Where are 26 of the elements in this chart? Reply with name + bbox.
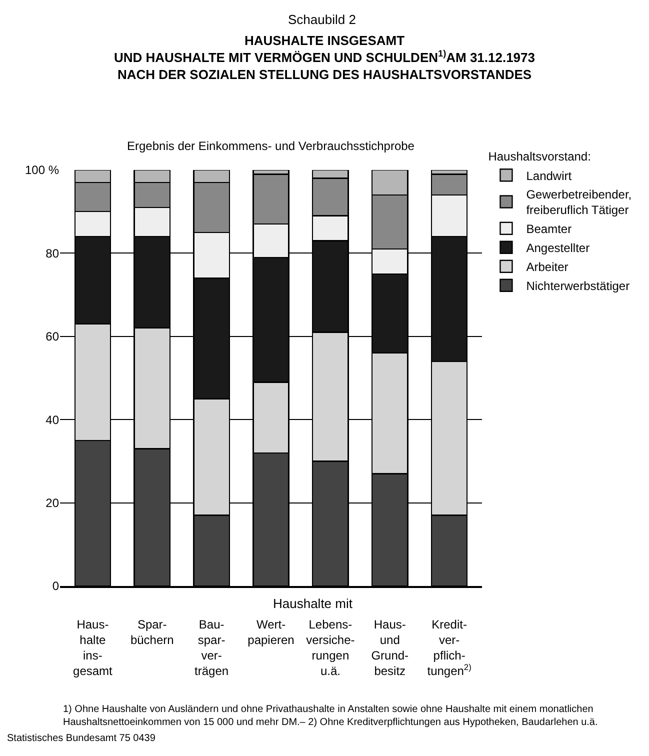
text: Haushalte mit [273, 596, 353, 611]
legend-label: Nichterwerbstätiger [526, 279, 630, 294]
legend-label: Arbeiter [526, 260, 568, 274]
y-tick-label: 80 [46, 246, 60, 260]
legend-title: Haushaltsvorstand: [488, 150, 591, 164]
x-tick-label: Bau- spar- ver- trägen [194, 617, 229, 678]
text: Statistisches Bundesamt 75 0439 [7, 733, 156, 744]
chart-subtitle: Ergebnis der Einkommens- und Verbrauchsstichprobe [127, 139, 415, 153]
x-tick-label: Spar- büchern [130, 617, 174, 647]
text: Schaubild 2 [288, 12, 356, 27]
y-tick-label: 40 [46, 412, 60, 427]
x-tick-label: Wert- papieren [248, 617, 294, 647]
y-tick-label: 100 % [24, 163, 60, 178]
x-tick-label: Haus- und Grund- besitz [371, 617, 409, 678]
legend-label: Angestellter [526, 241, 590, 256]
x-tick-label: Lebens- versiche- rungen u.ä. [306, 617, 355, 678]
y-tick-label: 0 [52, 579, 60, 594]
text: 1) Ohne Haushalte von Ausländern und ohne Privathaushalte in Anstalten sowie ohne Haushalte mit einem monatlichen Haushaltsnettoeinkommen von 15 000 und mehr DM.– 2) Ohne Kreditverpflichtungen aus Hypotheken, Baudarlehen u.ä. [63, 704, 598, 728]
y-tick-label: 20 [46, 496, 60, 510]
legend-label: Landwirt [526, 168, 572, 183]
x-tick-label: Kredit- ver- pflich- tungen$^{2)}$ [427, 617, 472, 678]
legend-label: Beamter [526, 222, 572, 236]
legend-label: Gewerbetreibender, freiberuflich Tätiger [526, 188, 632, 218]
chart-title: HAUSHALTE INSGESAMT UND HAUSHALTE MIT VERMÖGEN UND SCHULDEN$^{1)}$AM 31.12.1973 NACH DER SOZIALEN STELLUNG DES HAUSHALTSVORSTANDES [114, 33, 536, 82]
x-tick-label: Haus- halte ins- gesamt [73, 617, 114, 678]
y-tick-label: 60 [46, 330, 60, 344]
